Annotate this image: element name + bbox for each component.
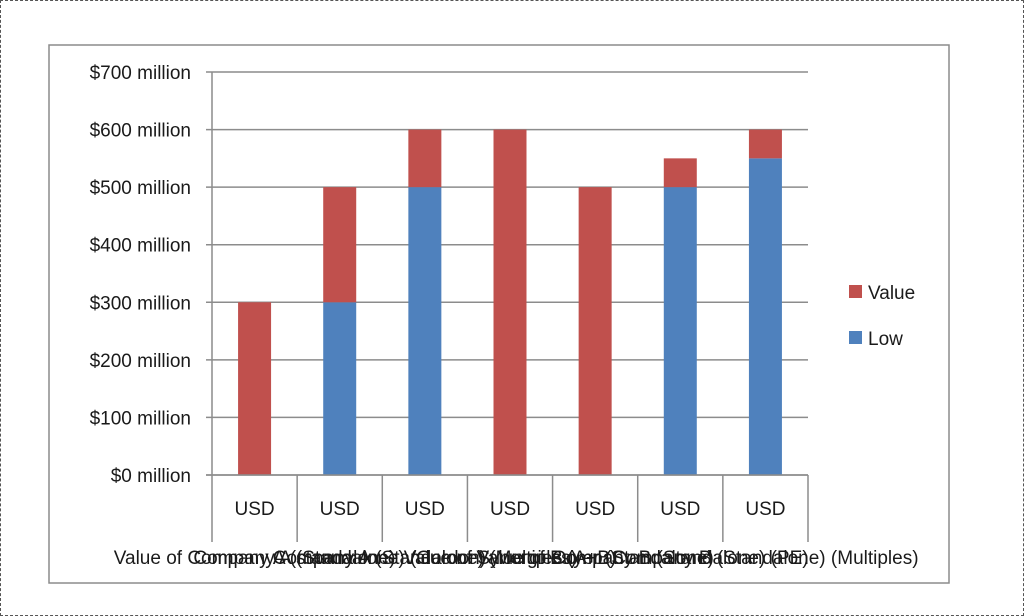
bar-low-7 [748, 158, 782, 475]
legend-swatch-value [849, 285, 862, 298]
y-tick-label: $100 million [90, 408, 191, 429]
category-label: Value of Buyer (Standalone) [476, 548, 713, 569]
bars [238, 129, 782, 476]
bar-value-7 [748, 129, 782, 159]
category-label: Company A (Standalone) (Gordon) [193, 548, 486, 569]
y-tick-label: $700 million [90, 63, 191, 84]
x-axis-category-labels: USD Value of Company A (standalone) USD Com… [114, 499, 919, 569]
category-unit-label: USD [745, 499, 785, 520]
y-axis-tick-labels: $0 million $100 million $200 million $300 m… [90, 63, 191, 487]
y-tick-label: $200 million [90, 351, 191, 372]
legend-label-low: Low [868, 329, 903, 350]
category-unit-label: USD [320, 499, 360, 520]
bar-value-6 [663, 158, 697, 188]
category-unit-label: USD [490, 499, 530, 520]
bar-value-2 [323, 187, 357, 303]
legend-label-value: Value [868, 283, 915, 304]
category-label: Value of Synergies (A+B) [404, 548, 616, 569]
category-unit-label: USD [660, 499, 700, 520]
y-tick-label: $500 million [90, 178, 191, 199]
bar-low-6 [663, 187, 697, 475]
bar-value-5 [578, 187, 612, 475]
bar-value-3 [408, 129, 442, 188]
y-tick-label: $600 million [90, 121, 191, 142]
category-unit-label: USD [575, 499, 615, 520]
category-label: Company A (Standalone) (Multiples) [273, 548, 577, 569]
bar-value-1 [238, 302, 272, 475]
y-tick-label: $400 million [90, 236, 191, 257]
bar-value-4 [493, 129, 527, 476]
y-tick-label: $300 million [90, 293, 191, 314]
bar-low-3 [408, 187, 442, 475]
legend: Value Low [849, 283, 915, 350]
bar-low-2 [323, 302, 357, 475]
category-label: Company B (Standalone) (PE) [552, 548, 809, 569]
axes [206, 72, 809, 542]
category-unit-label: USD [405, 499, 445, 520]
y-tick-label: $0 million [111, 466, 191, 487]
category-label: Company B (Standalone) (Multiples) [612, 548, 918, 569]
category-label: Value of Company A (standalone) [114, 548, 396, 569]
category-unit-label: USD [235, 499, 275, 520]
legend-swatch-low [849, 331, 862, 344]
